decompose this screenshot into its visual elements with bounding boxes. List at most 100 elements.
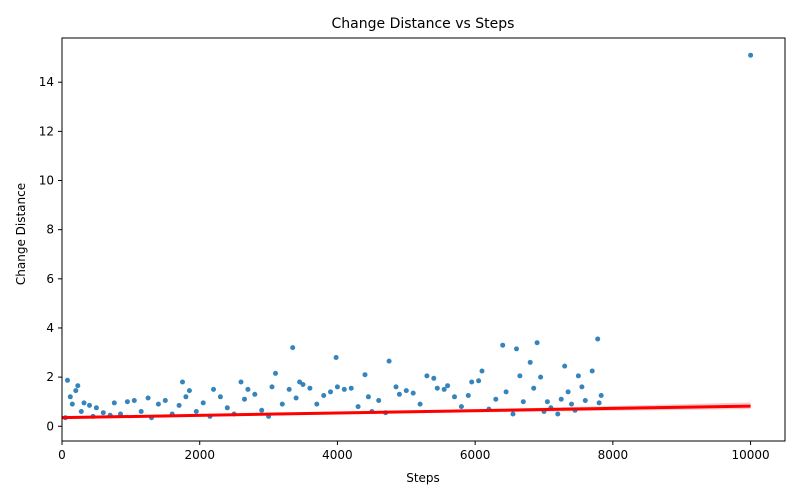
- data-point: [242, 396, 247, 402]
- x-tick-label: 10000: [731, 448, 769, 462]
- data-point: [538, 374, 544, 380]
- data-point: [569, 401, 574, 407]
- data-point: [131, 398, 137, 403]
- data-point: [75, 383, 81, 389]
- x-tick-label: 0: [58, 448, 66, 462]
- data-point: [531, 385, 537, 391]
- x-tick-label: 6000: [460, 448, 491, 462]
- data-point: [183, 394, 189, 400]
- data-point: [514, 346, 519, 352]
- data-point: [534, 340, 540, 346]
- plot-frame: [61, 37, 786, 442]
- data-point: [579, 384, 585, 390]
- data-point: [279, 401, 285, 407]
- data-point: [598, 393, 604, 398]
- y-axis-title: Change Distance: [14, 183, 28, 285]
- data-point: [520, 399, 526, 405]
- data-point: [273, 370, 278, 376]
- data-point: [314, 401, 320, 407]
- data-point: [200, 400, 206, 406]
- data-point: [469, 379, 475, 385]
- data-point: [81, 400, 87, 406]
- data-point: [286, 386, 292, 392]
- data-point: [376, 398, 382, 403]
- data-point: [269, 384, 275, 390]
- data-point: [211, 386, 216, 392]
- data-point: [365, 394, 371, 400]
- data-point: [596, 400, 602, 406]
- data-point: [510, 411, 516, 417]
- data-point: [186, 388, 192, 394]
- data-point: [193, 409, 199, 414]
- data-point: [300, 382, 306, 387]
- data-point: [328, 389, 333, 395]
- data-point: [180, 379, 185, 385]
- data-point: [93, 405, 99, 411]
- data-point: [69, 401, 75, 407]
- data-point: [238, 379, 244, 385]
- data-point: [431, 375, 437, 381]
- data-point: [403, 388, 409, 394]
- data-point: [458, 404, 464, 410]
- data-point: [544, 399, 550, 405]
- data-point: [145, 395, 151, 401]
- data-point: [290, 345, 296, 351]
- y-tick-label: 4: [46, 321, 54, 335]
- data-point: [252, 391, 258, 397]
- data-point: [334, 384, 340, 390]
- data-point: [333, 355, 339, 360]
- regression-line-layer: [61, 404, 751, 420]
- data-point: [348, 385, 354, 391]
- data-point: [386, 358, 392, 364]
- y-tick-label: 14: [39, 75, 54, 89]
- x-tick-label: 2000: [184, 448, 215, 462]
- data-point: [162, 398, 168, 403]
- y-tick-label: 0: [46, 419, 54, 433]
- data-point: [452, 394, 457, 400]
- data-point: [100, 410, 106, 416]
- data-point: [307, 385, 313, 391]
- regression-line: [61, 404, 751, 420]
- data-point: [441, 386, 447, 392]
- data-point: [65, 377, 70, 383]
- data-point: [124, 399, 130, 405]
- data-point: [293, 395, 299, 401]
- axes-layer: 0 2000 4000 6000 8000 10000 0 2 4 6 8 10 12 14: [39, 37, 786, 462]
- chart-title: Change Distance vs Steps: [332, 16, 515, 32]
- data-point: [245, 386, 251, 392]
- data-point: [217, 394, 223, 400]
- data-point: [73, 388, 79, 394]
- data-point: [500, 342, 506, 348]
- points-layer: [62, 52, 754, 421]
- data-point: [493, 396, 499, 402]
- x-tick-label: 8000: [598, 448, 629, 462]
- data-point: [465, 393, 471, 398]
- data-point: [176, 402, 182, 408]
- data-point: [503, 389, 509, 395]
- data-point: [589, 368, 595, 374]
- data-point: [259, 407, 265, 413]
- y-tick-label: 6: [46, 272, 54, 286]
- y-tick-label: 12: [39, 124, 54, 138]
- data-point: [321, 393, 327, 398]
- data-point: [396, 391, 402, 397]
- data-point: [562, 363, 568, 369]
- data-point: [517, 373, 523, 379]
- y-tick-label: 2: [46, 370, 54, 384]
- data-point: [582, 398, 588, 403]
- data-point: [558, 396, 564, 402]
- data-point: [417, 401, 423, 407]
- data-point: [595, 336, 601, 342]
- x-axis-title: Steps: [406, 471, 440, 485]
- data-point: [476, 378, 482, 384]
- data-point: [575, 373, 581, 379]
- data-point: [155, 401, 161, 407]
- data-point: [78, 409, 84, 414]
- y-tick-label: 8: [46, 223, 54, 237]
- data-point: [748, 52, 754, 58]
- x-tick-label: 4000: [322, 448, 353, 462]
- data-point: [111, 400, 117, 406]
- data-point: [555, 411, 561, 417]
